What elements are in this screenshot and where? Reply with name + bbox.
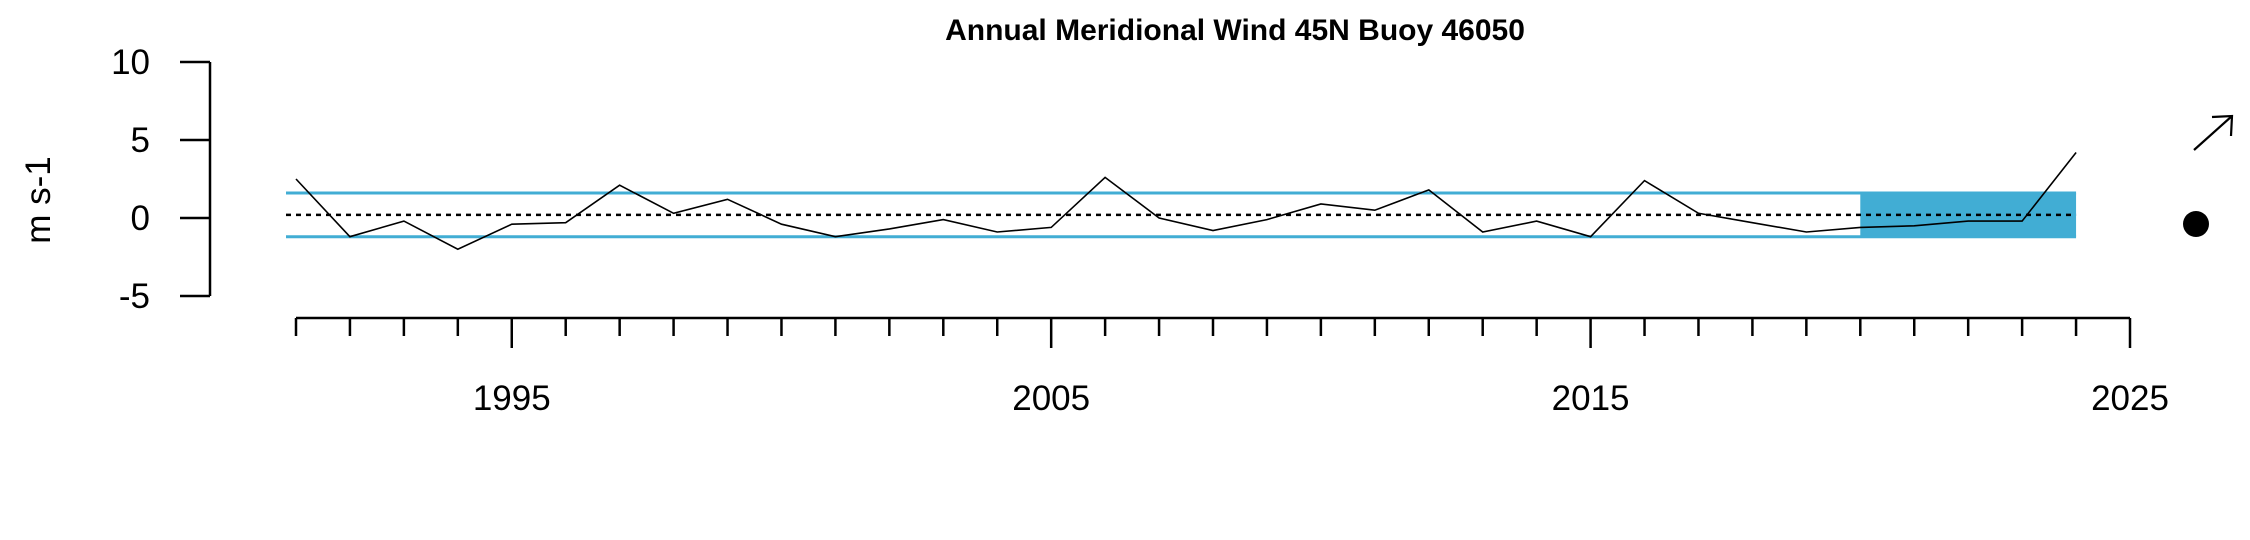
- x-axis: 1995 2005 2015 2025: [294, 316, 2169, 418]
- y-tick-label: 5: [131, 121, 150, 160]
- y-tick-label: -5: [119, 277, 150, 316]
- side-symbols: [2183, 114, 2234, 237]
- mean-status-dot-icon: [2183, 211, 2209, 237]
- y-axis: -5 0 5 10: [111, 43, 212, 316]
- y-axis-label: m s-1: [19, 156, 58, 244]
- y-tick-label: 0: [131, 199, 150, 238]
- x-tick-label: 2015: [1552, 379, 1630, 418]
- x-tick-label: 2025: [2091, 379, 2169, 418]
- plot-area: [286, 152, 2077, 251]
- y-tick-label: 10: [111, 43, 150, 82]
- chart-title: Annual Meridional Wind 45N Buoy 46050: [945, 14, 1525, 47]
- x-tick-label: 1995: [473, 379, 551, 418]
- trend-arrow-icon: [2193, 115, 2233, 151]
- series-line: [295, 152, 2077, 251]
- trend-arrow-head-icon: [2211, 114, 2234, 137]
- x-tick-label: 2005: [1012, 379, 1090, 418]
